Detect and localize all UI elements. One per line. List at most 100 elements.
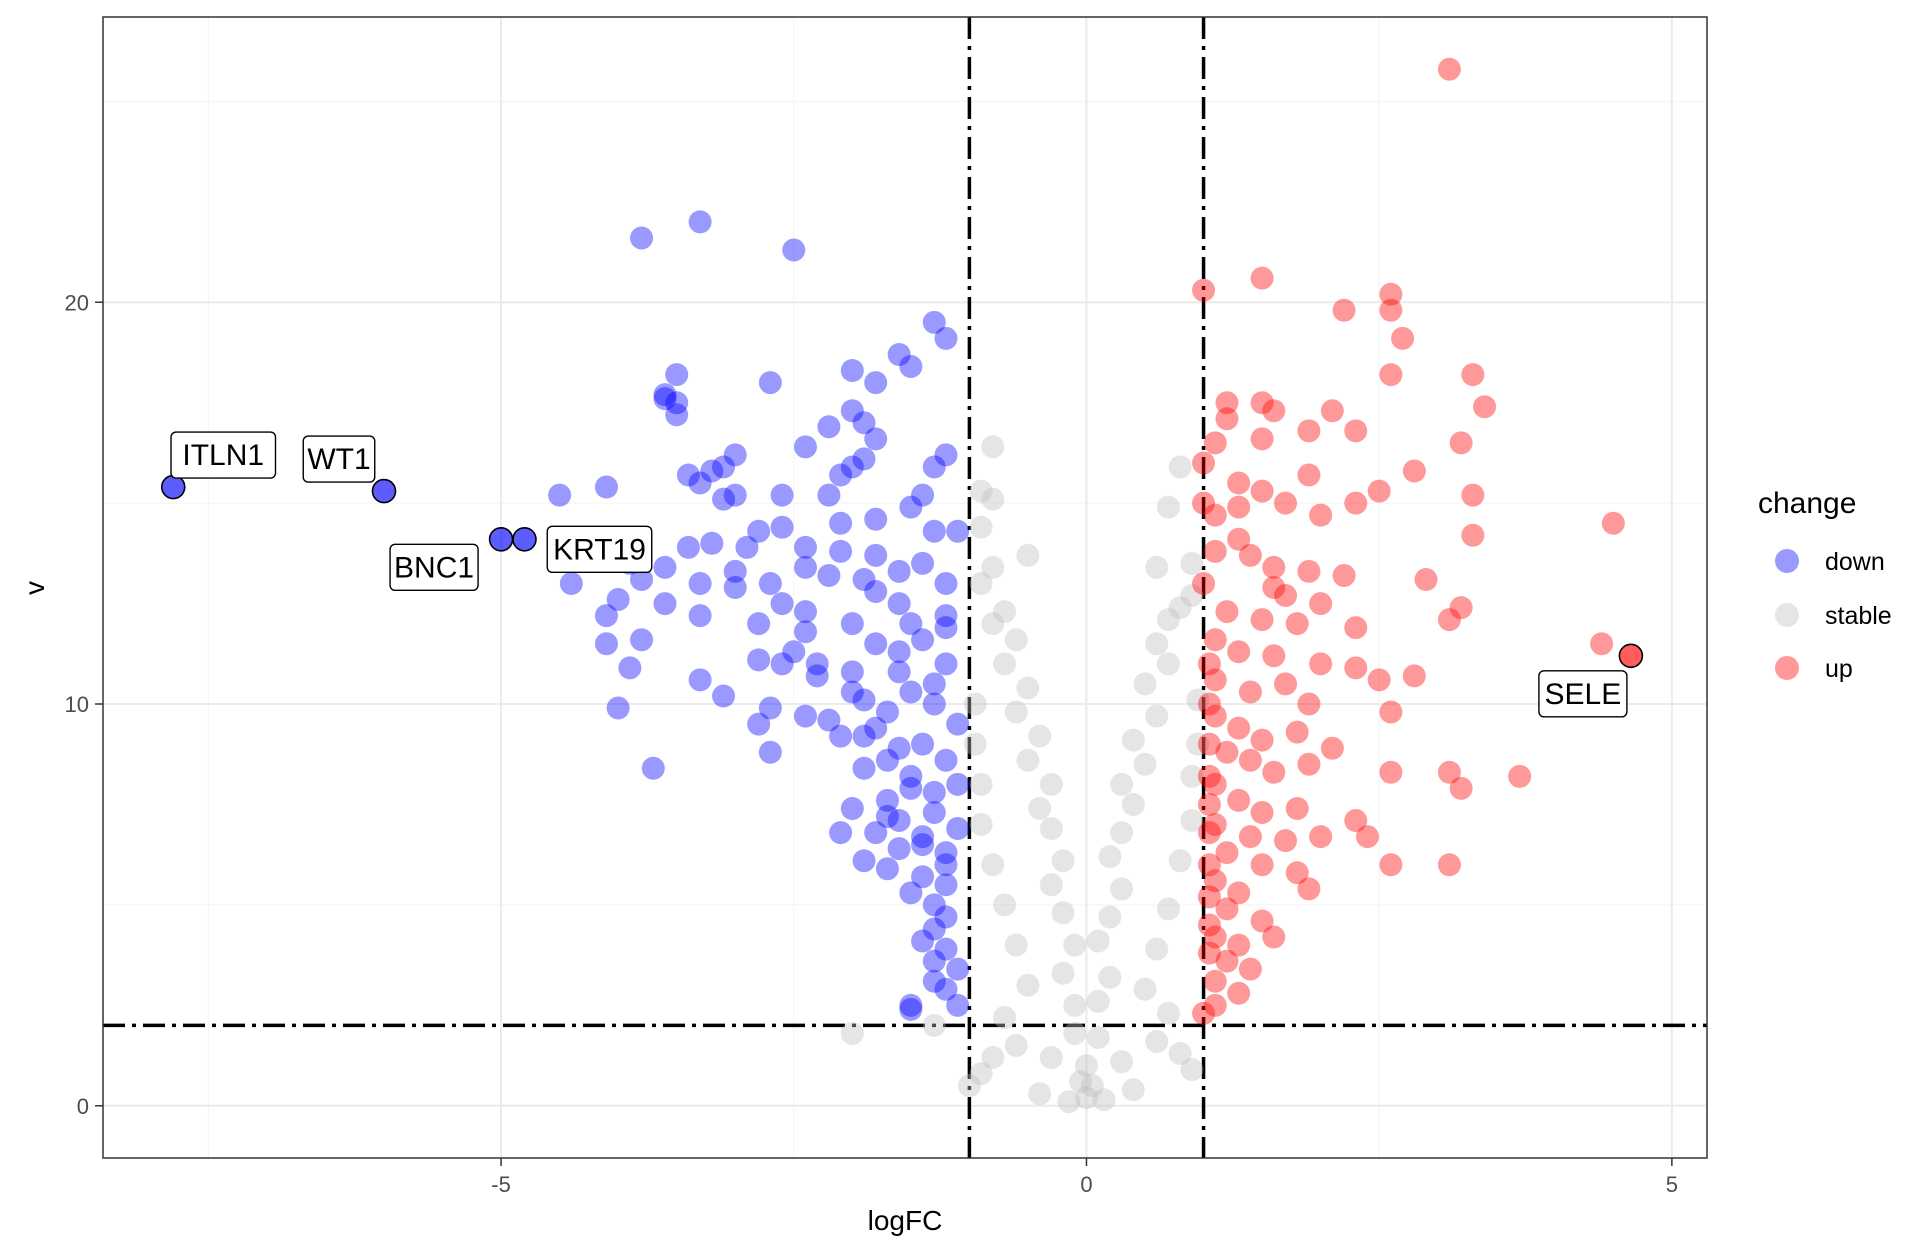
- point-up: [1203, 813, 1227, 837]
- point-down: [817, 483, 841, 507]
- point-down: [887, 660, 911, 684]
- point-down: [899, 680, 923, 704]
- point-up: [1215, 949, 1239, 973]
- point-down: [864, 632, 888, 656]
- point-up: [1379, 700, 1403, 724]
- gene-label-box: [1538, 670, 1628, 718]
- point-stable: [1110, 821, 1134, 845]
- point-down: [840, 680, 864, 704]
- point-up: [1227, 788, 1251, 812]
- point-up: [1250, 479, 1274, 503]
- point-down: [899, 776, 923, 800]
- point-up: [1197, 764, 1221, 788]
- point-up: [1367, 668, 1391, 692]
- point-stable: [981, 1046, 1005, 1070]
- point-stable: [1016, 543, 1040, 567]
- point-up: [1344, 656, 1368, 680]
- y-tick-label: 10: [65, 692, 89, 717]
- point-down: [793, 555, 817, 579]
- point-down: [887, 640, 911, 664]
- point-down: [922, 692, 946, 716]
- point-stable: [1133, 672, 1157, 696]
- point-down: [946, 957, 970, 981]
- point-down: [875, 857, 899, 881]
- point-up: [1238, 748, 1262, 772]
- point-stable: [1039, 873, 1063, 897]
- panel-border: [102, 16, 1708, 1159]
- point-up: [1227, 640, 1251, 664]
- highlighted-point: [488, 526, 514, 552]
- point-down: [372, 479, 396, 503]
- point-stable: [969, 515, 993, 539]
- point-down: [630, 226, 654, 250]
- point-down: [852, 756, 876, 780]
- point-up: [1197, 853, 1221, 877]
- point-up: [1203, 704, 1227, 728]
- point-up: [1203, 772, 1227, 796]
- point-down: [899, 612, 923, 636]
- point-up: [1320, 736, 1344, 760]
- point-up: [1285, 861, 1309, 885]
- point-up: [1227, 495, 1251, 519]
- point-down: [852, 724, 876, 748]
- point-down: [922, 672, 946, 696]
- point-down: [594, 604, 618, 628]
- point-down: [840, 399, 864, 423]
- point-stable: [1121, 1078, 1145, 1102]
- point-stable: [981, 435, 1005, 459]
- point-up: [1262, 760, 1286, 784]
- point-up: [1215, 391, 1239, 415]
- point-stable: [981, 487, 1005, 511]
- point-down: [723, 559, 747, 583]
- point-up: [1203, 431, 1227, 455]
- point-up: [1309, 503, 1333, 527]
- point-stable: [993, 1005, 1017, 1029]
- point-down: [911, 483, 935, 507]
- point-up: [1250, 909, 1274, 933]
- point-up: [1215, 740, 1239, 764]
- point-up: [1197, 732, 1221, 756]
- point-stable: [1063, 993, 1087, 1017]
- point-stable: [981, 853, 1005, 877]
- y-tick-label: 0: [77, 1094, 89, 1119]
- point-up: [1197, 792, 1221, 816]
- point-down: [875, 805, 899, 829]
- gene-label-text: KRT19: [553, 533, 646, 566]
- point-stable: [969, 479, 993, 503]
- point-up: [1590, 632, 1614, 656]
- point-up: [1437, 608, 1461, 632]
- point-up: [1203, 869, 1227, 893]
- point-up: [1250, 853, 1274, 877]
- point-up: [1344, 491, 1368, 515]
- legend: change down stable up: [1758, 487, 1892, 683]
- highlighted-point: [512, 526, 537, 552]
- point-down: [934, 977, 958, 1001]
- point-down: [630, 567, 654, 591]
- point-down: [770, 515, 794, 539]
- point-down: [934, 853, 958, 877]
- point-up: [1449, 431, 1473, 455]
- point-down: [934, 748, 958, 772]
- point-up: [1274, 491, 1298, 515]
- point-up: [1619, 644, 1643, 668]
- point-up: [1262, 576, 1286, 599]
- point-down: [946, 712, 970, 736]
- point-stable: [1016, 973, 1040, 997]
- point-down: [712, 455, 736, 479]
- point-up: [1332, 563, 1356, 587]
- point-down: [829, 724, 853, 748]
- point-up: [1332, 298, 1356, 322]
- point-up: [1215, 407, 1239, 431]
- series-down: [161, 210, 970, 1021]
- point-down: [653, 387, 677, 411]
- point-stable: [1069, 1070, 1093, 1094]
- point-down: [653, 555, 677, 579]
- point-down: [887, 809, 911, 833]
- point-stable: [1051, 961, 1075, 985]
- point-down: [899, 881, 923, 905]
- point-stable: [1039, 1046, 1063, 1070]
- point-stable: [969, 772, 993, 796]
- point-down: [946, 519, 970, 543]
- point-down: [852, 688, 876, 712]
- point-down: [875, 748, 899, 772]
